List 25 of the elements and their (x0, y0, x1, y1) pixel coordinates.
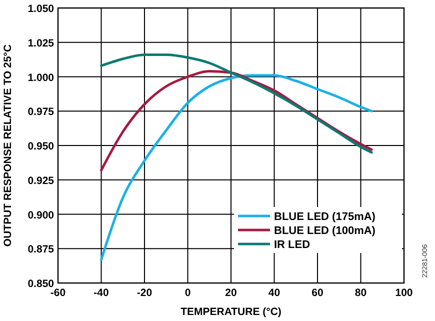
x-tick-label: 0 (184, 287, 191, 299)
y-tick-label: 0.950 (28, 140, 54, 152)
y-tick-label: 1.050 (28, 3, 54, 15)
y-axis-title: OUTPUT RESPONSE RELATIVE TO 25°C (2, 44, 14, 247)
y-tick-label: 0.875 (28, 244, 54, 256)
y-tick-label: 1.025 (28, 37, 54, 50)
x-axis-title: TEMPERATURE (°C) (180, 306, 282, 318)
legend-label: BLUE LED (175mA) (274, 211, 376, 223)
legend-label: IR LED (274, 239, 310, 251)
y-tick-label: 0.925 (28, 174, 54, 187)
line-series (100, 54, 373, 154)
x-tick-label: -20 (136, 287, 152, 299)
x-tick-label: -60 (50, 287, 66, 299)
legend-label: BLUE LED (100mA) (274, 225, 376, 237)
x-tick-label: 60 (312, 287, 324, 299)
x-tick-label: -40 (94, 287, 109, 299)
y-tick-label: 1.000 (28, 72, 54, 84)
y-tick-label: 0.850 (28, 278, 54, 290)
x-tick-label: 20 (225, 287, 237, 299)
line-series (100, 74, 373, 261)
y-tick-label: 0.900 (28, 209, 54, 222)
x-tick-label: 100 (395, 287, 413, 299)
x-tick-label: 40 (268, 287, 280, 299)
y-tick-label: 0.975 (28, 106, 54, 118)
x-tick-label: 80 (354, 287, 367, 299)
